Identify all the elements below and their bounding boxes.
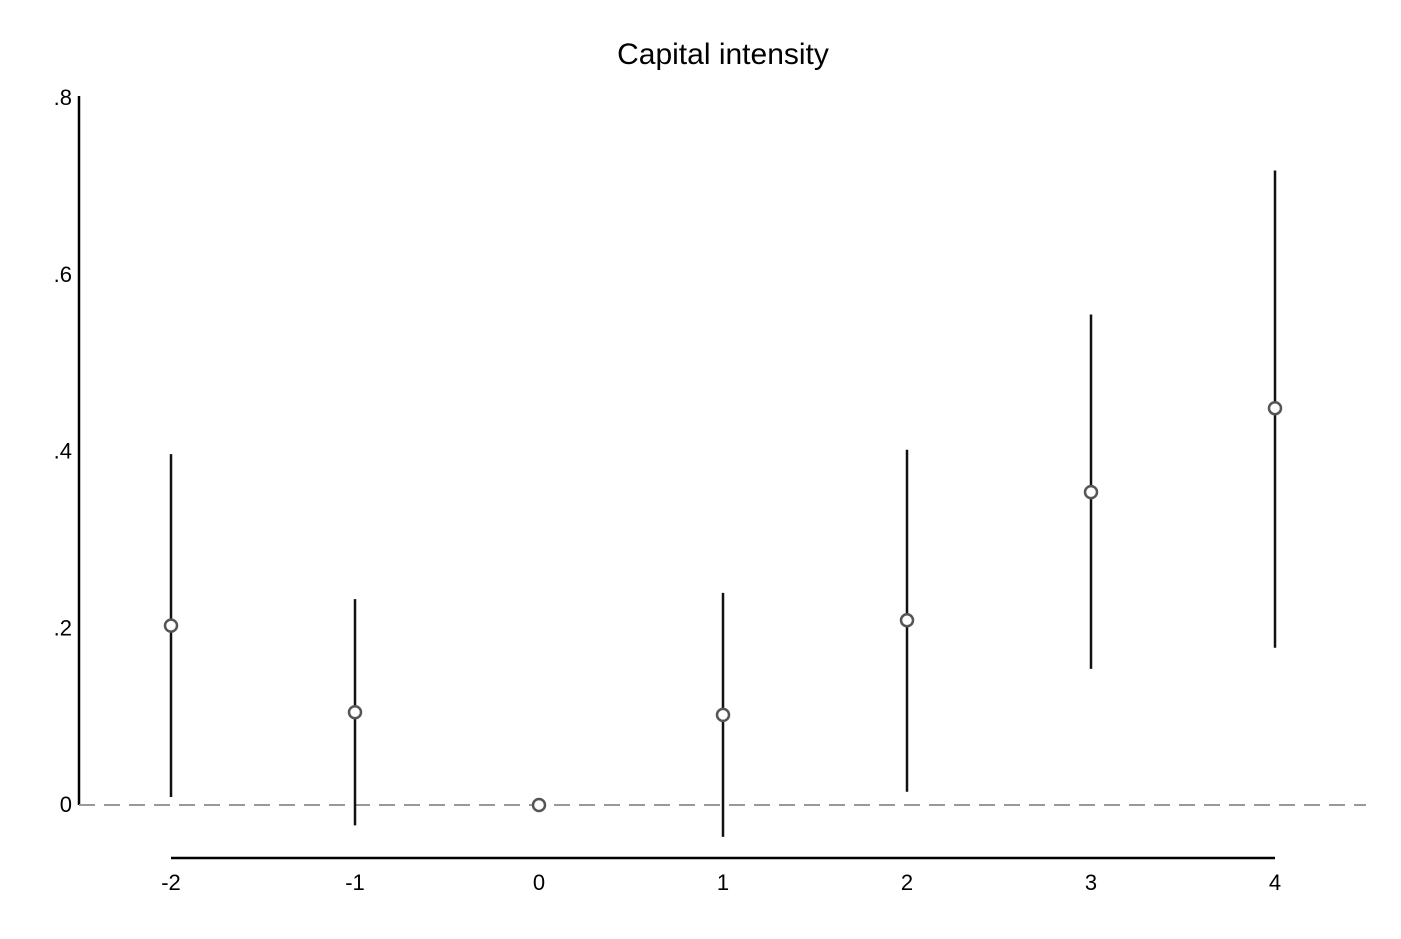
- x-tick-label: 0: [533, 870, 545, 895]
- point-marker: [347, 704, 363, 720]
- point-marker: [715, 707, 731, 723]
- confidence-intervals: [169, 170, 1277, 837]
- y-tick-label: 0: [60, 792, 72, 817]
- point-marker: [163, 618, 179, 633]
- point-marker: [1083, 484, 1099, 500]
- x-tick-label: 3: [1085, 870, 1097, 895]
- point-estimates: [163, 400, 1283, 813]
- y-tick-label: .4: [54, 439, 72, 464]
- axes: 0 .2 .4 .6 .8 -2 -1 0 1 2 3 4: [54, 85, 1281, 895]
- x-tick-label: 1: [717, 870, 729, 895]
- x-tick-label: 2: [901, 870, 913, 895]
- y-tick-label: .6: [54, 262, 72, 287]
- y-tick-label: .2: [54, 615, 72, 640]
- x-tick-label: 4: [1269, 870, 1281, 895]
- point-marker: [1267, 400, 1283, 416]
- x-tick-label: -2: [161, 870, 181, 895]
- point-marker: [531, 797, 547, 813]
- y-tick-label: .8: [54, 85, 72, 110]
- chart-title: Capital intensity: [617, 38, 829, 71]
- x-tick-label: -1: [345, 870, 365, 895]
- point-marker: [899, 613, 915, 628]
